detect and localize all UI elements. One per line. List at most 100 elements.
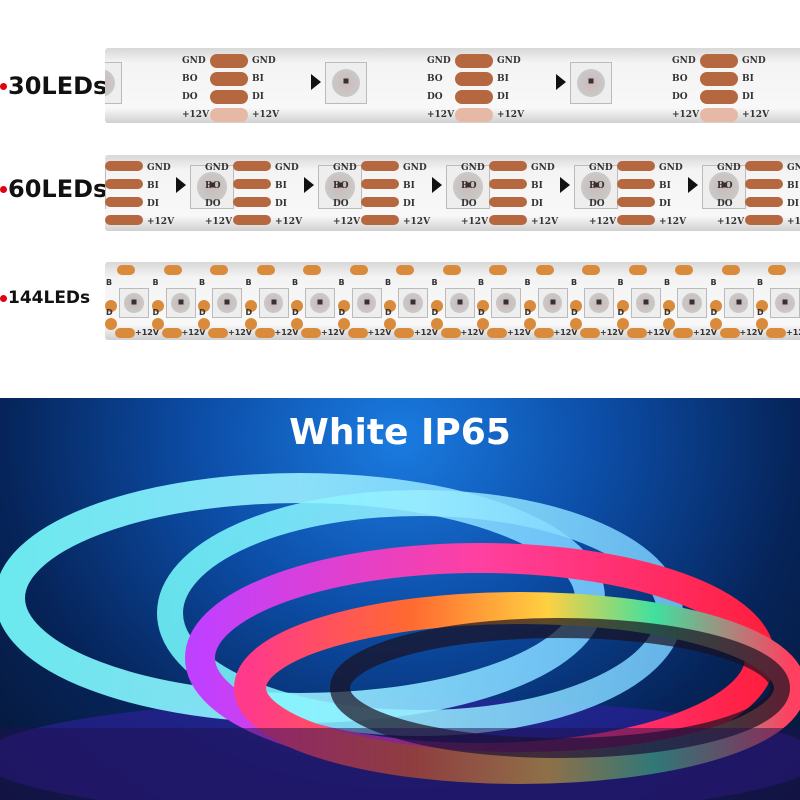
label-60leds: 60LEDs xyxy=(0,175,107,203)
solder-pad xyxy=(440,328,461,338)
label-30leds: 30LEDs xyxy=(0,72,107,100)
led-chip xyxy=(190,165,234,209)
pad-label: GND xyxy=(497,56,521,66)
pad-label: D xyxy=(431,308,439,317)
pad-label: D xyxy=(524,308,532,317)
pad-label: GND xyxy=(717,163,741,173)
led-die xyxy=(364,299,369,305)
pad-label: GND xyxy=(672,56,696,66)
led-die xyxy=(550,299,555,305)
solder-pad xyxy=(626,328,647,338)
pad-label: +12V xyxy=(135,328,160,337)
solder-pad xyxy=(745,197,783,207)
solder-pad xyxy=(745,179,783,189)
pad-label: DO xyxy=(672,92,688,102)
solder-pad xyxy=(208,328,228,338)
solder-pad xyxy=(361,215,399,225)
pad-label: DI xyxy=(252,92,265,102)
solder-pad xyxy=(244,300,257,312)
led-die xyxy=(271,299,276,305)
pad-label: GND xyxy=(147,163,171,173)
solder-pad xyxy=(303,265,321,275)
solder-pad xyxy=(455,72,493,86)
pad-label: D xyxy=(199,308,206,317)
pad-label: DO xyxy=(461,199,477,209)
led-chip xyxy=(630,288,661,318)
led-chip xyxy=(574,165,618,209)
solder-pad xyxy=(700,72,738,86)
led-die xyxy=(643,299,648,305)
solder-pad xyxy=(700,90,738,104)
solder-pad xyxy=(105,215,143,225)
pad-label: +12V xyxy=(497,110,525,120)
pad-label: +12V xyxy=(717,217,745,227)
led-chip xyxy=(398,288,428,318)
pad-label: GND xyxy=(182,56,206,66)
solder-pad xyxy=(487,328,507,338)
pad-label: GND xyxy=(461,163,485,173)
pad-label: +12V xyxy=(600,328,625,337)
pad-label: +12V xyxy=(693,328,718,337)
pad-label: B xyxy=(245,278,252,287)
pad-label: D xyxy=(710,308,718,317)
pad-label: BO xyxy=(672,74,688,84)
pad-label: +12V xyxy=(507,328,532,337)
pad-label: D xyxy=(245,308,253,317)
strip-60leds: GND GND BO BI DO DI +12V +12V GND GND BO BI DO DI +12V… xyxy=(105,155,800,231)
solder-pad xyxy=(233,161,271,171)
solder-pad xyxy=(616,318,629,330)
pad-label: BO xyxy=(589,181,605,191)
pad-label: DO xyxy=(427,92,443,102)
solder-pad xyxy=(745,161,783,171)
led-die xyxy=(736,299,741,305)
solder-pad xyxy=(151,300,164,312)
direction-arrow-icon xyxy=(176,177,186,193)
solder-pad xyxy=(535,265,554,275)
led-die xyxy=(131,299,137,305)
led-lens xyxy=(105,69,115,97)
solder-pad xyxy=(768,265,786,275)
solder-pad xyxy=(394,328,414,338)
led-die xyxy=(224,299,230,305)
pad-label: GND xyxy=(531,163,555,173)
led-chip xyxy=(351,288,382,318)
bullet-dot xyxy=(0,185,7,193)
solder-pad xyxy=(766,328,786,338)
pad-label: +12V xyxy=(367,328,392,337)
pad-label: +12V xyxy=(589,217,617,227)
pad-label: B xyxy=(152,278,159,287)
direction-arrow-icon xyxy=(556,74,566,90)
pad-label: DO xyxy=(589,199,605,209)
pad-label: +12V xyxy=(672,110,700,120)
led-chip xyxy=(444,288,475,318)
pad-label: DI xyxy=(403,199,416,209)
solder-pad xyxy=(570,300,582,312)
led-chip xyxy=(702,165,746,209)
pad-label: +12V xyxy=(403,217,431,227)
solder-pad xyxy=(523,318,536,330)
pad-label: GND xyxy=(589,163,613,173)
led-chip xyxy=(325,62,367,104)
pad-label: BO xyxy=(717,181,733,191)
solder-pad xyxy=(244,318,257,330)
pad-label: +12V xyxy=(553,328,578,337)
pad-label: GND xyxy=(205,163,229,173)
pad-label: DI xyxy=(659,199,672,209)
pad-label: GND xyxy=(333,163,357,173)
solder-pad xyxy=(673,328,693,338)
pad-label: B xyxy=(571,278,578,287)
solder-pad xyxy=(582,265,600,275)
pad-label: B xyxy=(664,278,671,287)
pad-label: +12V xyxy=(786,328,800,337)
solder-pad xyxy=(709,318,722,330)
solder-pad xyxy=(396,265,414,275)
led-chip xyxy=(119,288,149,318)
pad-label: +12V xyxy=(427,110,455,120)
pad-label: +12V xyxy=(333,217,361,227)
led-chip xyxy=(584,288,614,318)
solder-pad xyxy=(337,300,350,312)
pad-label: GND xyxy=(787,163,800,173)
pad-label: B xyxy=(757,278,764,287)
solder-pad xyxy=(523,300,536,312)
label-144leds: 144LEDs xyxy=(0,288,90,308)
